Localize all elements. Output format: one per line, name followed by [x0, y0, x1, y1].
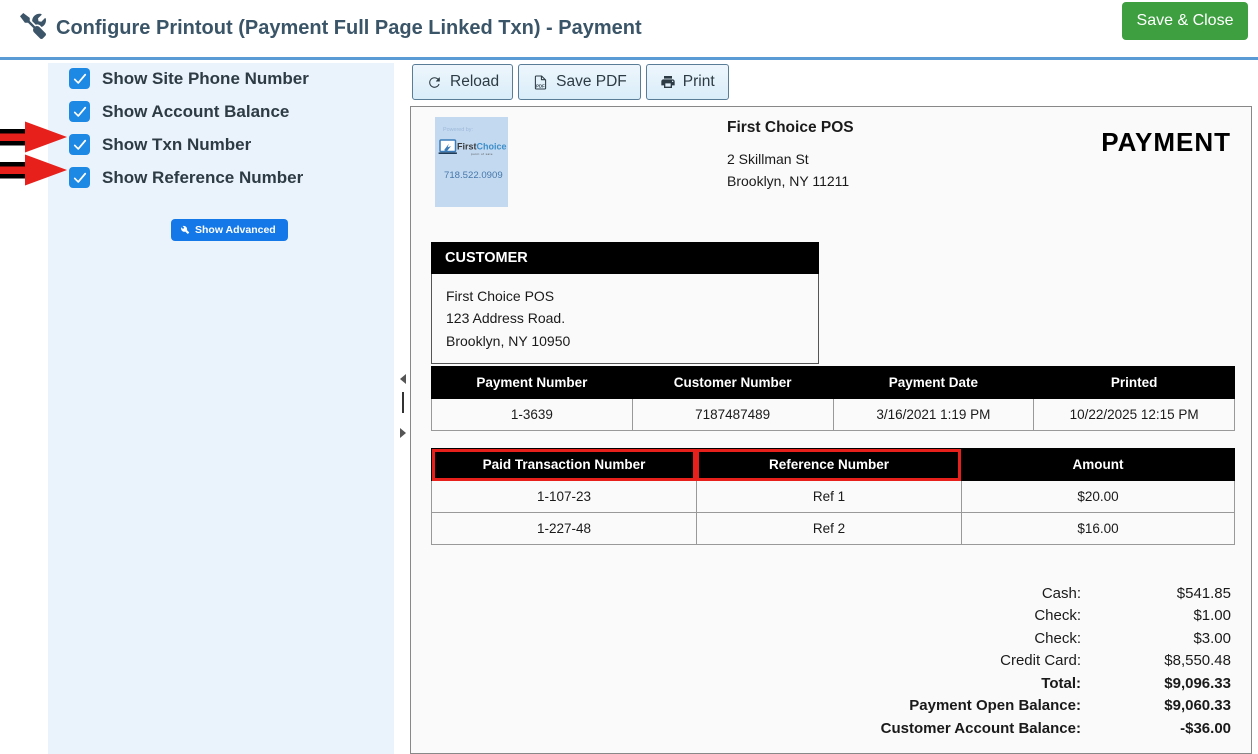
svg-text:PDF: PDF [536, 83, 545, 88]
svg-text:point of sale: point of sale [471, 152, 493, 156]
svg-text:FirstChoice: FirstChoice [457, 142, 507, 152]
svg-text:718.522.0909: 718.522.0909 [444, 170, 503, 181]
svg-text:Powered by:: Powered by: [443, 127, 473, 133]
